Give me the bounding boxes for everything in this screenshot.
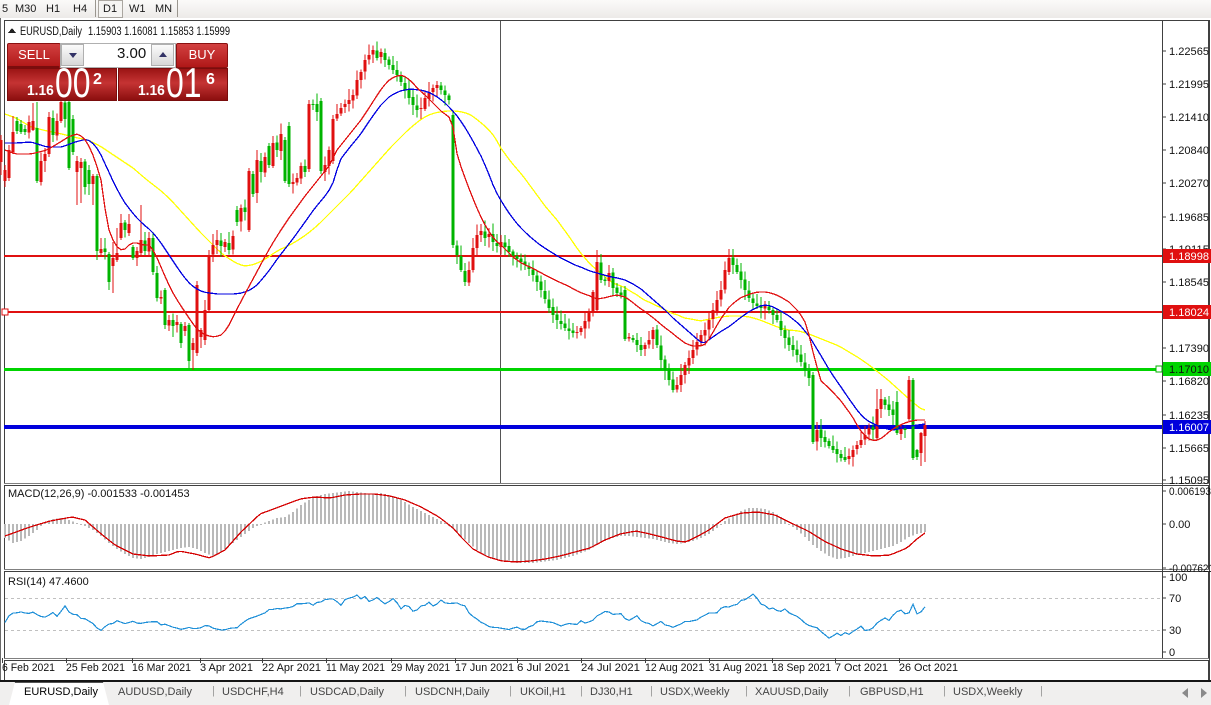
svg-text:1.17010: 1.17010 (1169, 364, 1209, 376)
svg-text:6 Jul 2021: 6 Jul 2021 (517, 662, 570, 674)
svg-text:RSI(14) 47.4600: RSI(14) 47.4600 (8, 576, 89, 588)
svg-text:7 Oct 2021: 7 Oct 2021 (835, 662, 888, 674)
svg-text:100: 100 (1169, 572, 1187, 584)
svg-text:EURUSD,Daily: EURUSD,Daily (20, 26, 82, 38)
svg-text:1.17390: 1.17390 (1169, 343, 1209, 355)
svg-text:6 Feb 2021: 6 Feb 2021 (2, 662, 55, 674)
svg-text:29 May 2021: 29 May 2021 (391, 662, 450, 674)
svg-text:1.16235: 1.16235 (1169, 410, 1209, 422)
svg-text:30: 30 (1169, 625, 1181, 637)
svg-text:25 Feb 2021: 25 Feb 2021 (66, 662, 125, 674)
svg-text:22 Apr 2021: 22 Apr 2021 (262, 662, 321, 674)
svg-text:24 Jul 2021: 24 Jul 2021 (581, 662, 640, 674)
svg-text:1.20270: 1.20270 (1169, 178, 1209, 190)
svg-text:3 Apr 2021: 3 Apr 2021 (200, 662, 253, 674)
svg-text:70: 70 (1169, 593, 1181, 605)
svg-text:17 Jun 2021: 17 Jun 2021 (455, 662, 514, 674)
svg-text:1.15665: 1.15665 (1169, 443, 1209, 455)
svg-text:1.15095: 1.15095 (1169, 475, 1209, 487)
svg-text:16 Mar 2021: 16 Mar 2021 (132, 662, 191, 674)
svg-text:1.22565: 1.22565 (1169, 46, 1209, 58)
svg-text:1.15903 1.16081 1.15853 1.1599: 1.15903 1.16081 1.15853 1.15999 (88, 26, 230, 38)
svg-text:1.16820: 1.16820 (1169, 376, 1209, 388)
svg-text:0.006193: 0.006193 (1169, 486, 1211, 498)
svg-text:-0.007621: -0.007621 (1169, 563, 1211, 575)
svg-text:11 May 2021: 11 May 2021 (326, 662, 385, 674)
svg-text:1.18998: 1.18998 (1169, 251, 1209, 263)
svg-text:0: 0 (1169, 647, 1175, 659)
svg-text:MACD(12,26,9) -0.001533 -0.001: MACD(12,26,9) -0.001533 -0.001453 (8, 488, 190, 500)
svg-text:1.20840: 1.20840 (1169, 145, 1209, 157)
svg-text:1.21995: 1.21995 (1169, 79, 1209, 91)
svg-text:1.21410: 1.21410 (1169, 112, 1209, 124)
svg-text:18 Sep 2021: 18 Sep 2021 (772, 662, 831, 674)
svg-text:1.16007: 1.16007 (1169, 422, 1209, 434)
svg-text:12 Aug 2021: 12 Aug 2021 (645, 662, 704, 674)
svg-text:1.18545: 1.18545 (1169, 277, 1209, 289)
svg-text:31 Aug 2021: 31 Aug 2021 (709, 662, 768, 674)
svg-text:1.18024: 1.18024 (1169, 307, 1209, 319)
svg-text:26 Oct 2021: 26 Oct 2021 (899, 662, 958, 674)
svg-text:1.19685: 1.19685 (1169, 212, 1209, 224)
svg-text:0.00: 0.00 (1169, 519, 1190, 531)
